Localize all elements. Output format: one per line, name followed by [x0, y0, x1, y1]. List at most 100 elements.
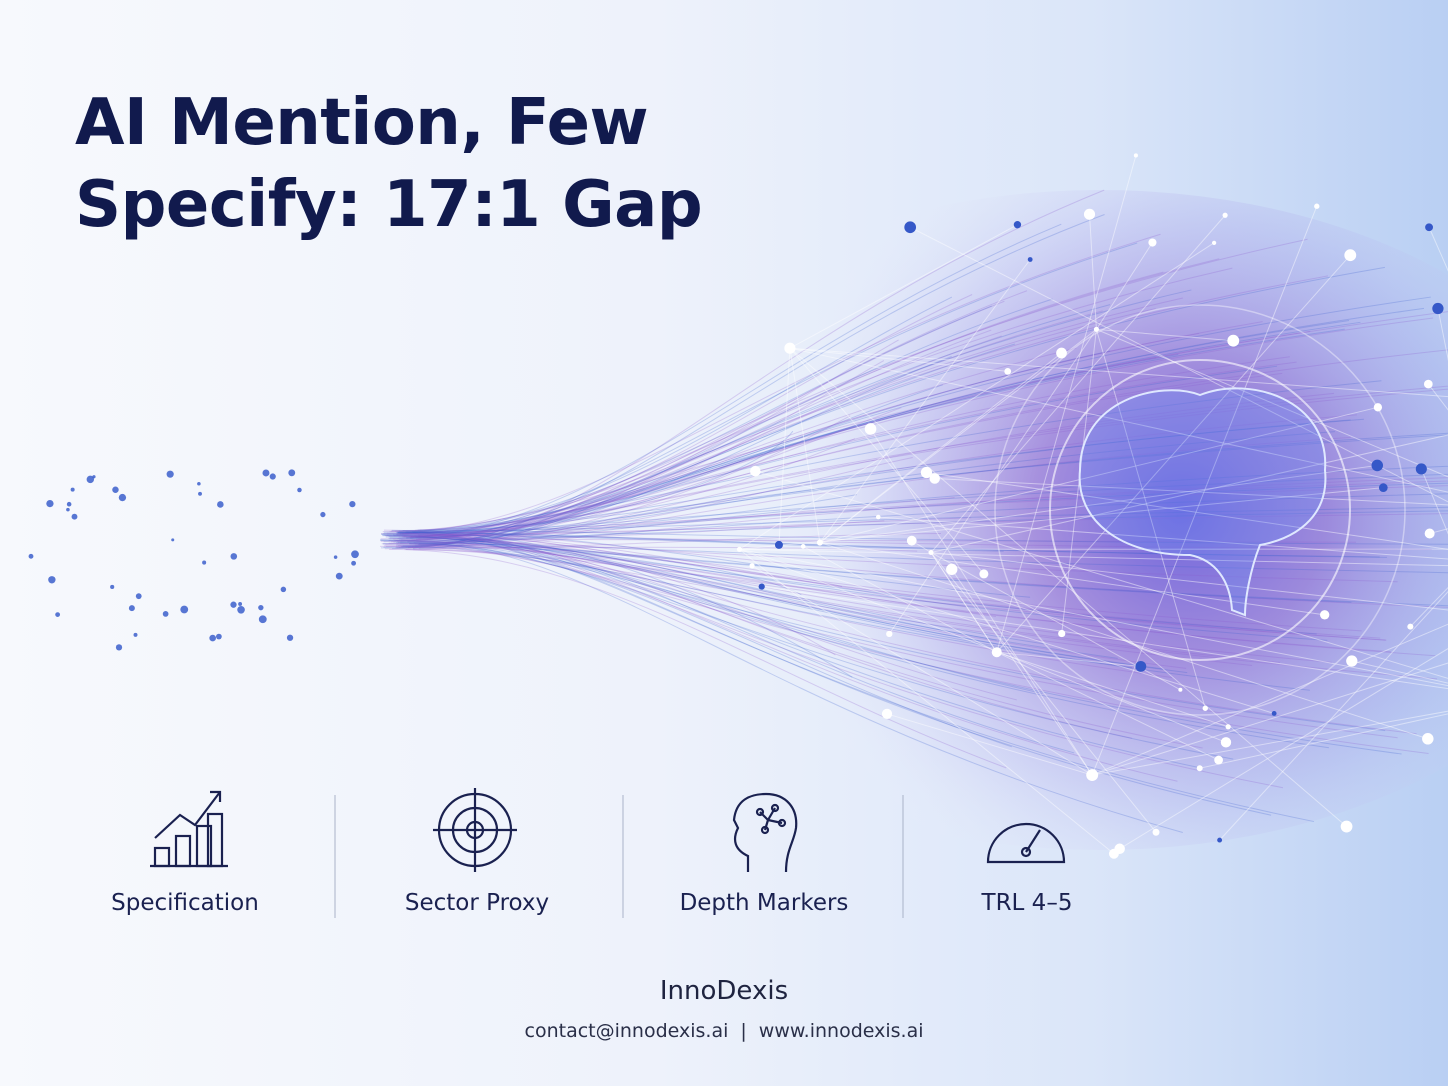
fiber	[401, 321, 1263, 541]
fiber	[393, 541, 802, 596]
glow	[580, 190, 1448, 850]
fiber	[412, 266, 1385, 549]
network-link	[789, 347, 1008, 372]
particle	[216, 633, 222, 640]
fiber	[381, 365, 1278, 535]
fiber	[381, 328, 1345, 535]
fiber	[397, 542, 1043, 694]
particle	[333, 555, 338, 559]
particle	[230, 601, 237, 608]
fiber	[405, 532, 1387, 558]
particle	[46, 499, 54, 508]
particle	[217, 501, 224, 508]
fiber	[391, 308, 1156, 532]
network-node	[1425, 223, 1433, 232]
fiber	[415, 536, 997, 641]
fiber	[391, 529, 1031, 598]
ring	[994, 304, 1406, 716]
fiber	[401, 388, 1448, 537]
network-link	[739, 242, 1215, 550]
fiber	[401, 532, 1178, 782]
network-link	[819, 352, 1062, 543]
network-node	[1227, 334, 1240, 347]
network-node	[1178, 687, 1183, 692]
particle	[269, 473, 276, 480]
network-node	[1346, 655, 1358, 667]
particle	[118, 493, 127, 502]
particle	[112, 486, 119, 493]
network-link	[739, 548, 1115, 855]
network-link	[1420, 468, 1448, 535]
fiber	[399, 485, 1448, 534]
particle	[197, 481, 201, 486]
icon-target	[433, 788, 517, 872]
network-link	[789, 347, 985, 575]
network-node	[1202, 705, 1208, 711]
network-link	[1219, 590, 1448, 841]
particle	[162, 611, 169, 617]
fiber	[383, 529, 1203, 749]
particle	[110, 584, 115, 590]
fiber	[402, 533, 1315, 823]
fiber	[398, 271, 1164, 548]
title-line: Specify: 17:1 Gap	[75, 168, 703, 242]
particle	[320, 511, 326, 518]
network-node	[1415, 463, 1427, 475]
fiber	[385, 350, 1111, 538]
network-link	[789, 347, 1448, 398]
network-link	[739, 548, 1275, 714]
network-link	[751, 565, 1093, 776]
network-node	[881, 708, 893, 719]
fiber	[382, 343, 1016, 536]
network-node	[800, 544, 806, 549]
fiber	[397, 430, 794, 533]
fiber	[398, 294, 973, 538]
fiber	[416, 541, 1438, 680]
network-node	[1058, 629, 1066, 638]
network-link	[951, 569, 1093, 776]
fiber	[383, 289, 1192, 543]
network-link	[996, 155, 1137, 653]
network-node	[1422, 733, 1434, 745]
network-node	[906, 535, 917, 546]
particle	[180, 605, 189, 614]
fiber	[409, 465, 1448, 545]
particle	[135, 593, 142, 600]
network-node	[1004, 367, 1012, 375]
fiber	[385, 544, 843, 587]
fiber	[383, 298, 1053, 548]
fiber	[417, 529, 1448, 545]
particle	[237, 605, 245, 614]
fiber	[406, 537, 1164, 670]
fiber	[396, 531, 1272, 816]
fiber	[382, 535, 1188, 674]
fiber	[410, 482, 1448, 538]
particle	[349, 500, 356, 508]
network-node	[946, 563, 958, 576]
icon-gauge	[986, 822, 1066, 864]
fiber	[389, 536, 1328, 641]
particle	[133, 632, 138, 637]
fiber	[402, 353, 1179, 531]
fiber	[397, 541, 1280, 663]
network-link	[934, 478, 1448, 506]
network-node	[1013, 221, 1022, 229]
fiber	[383, 456, 913, 545]
fiber	[386, 534, 1329, 749]
title-line: AI Mention, Few	[75, 86, 649, 160]
network-link	[819, 464, 1378, 544]
fiber	[396, 431, 1335, 543]
fiber	[395, 320, 1350, 546]
fiber	[388, 223, 1062, 539]
icon-chart	[150, 790, 228, 868]
fiber	[381, 510, 1448, 541]
network-node	[736, 546, 743, 552]
network-link	[789, 347, 1448, 493]
fiber	[403, 480, 1448, 537]
contact: contact@innodexis.ai | www.innodexis.ai	[0, 1020, 1448, 1042]
network-node	[1314, 203, 1320, 209]
network-node	[774, 540, 783, 549]
network-link	[789, 224, 1018, 349]
